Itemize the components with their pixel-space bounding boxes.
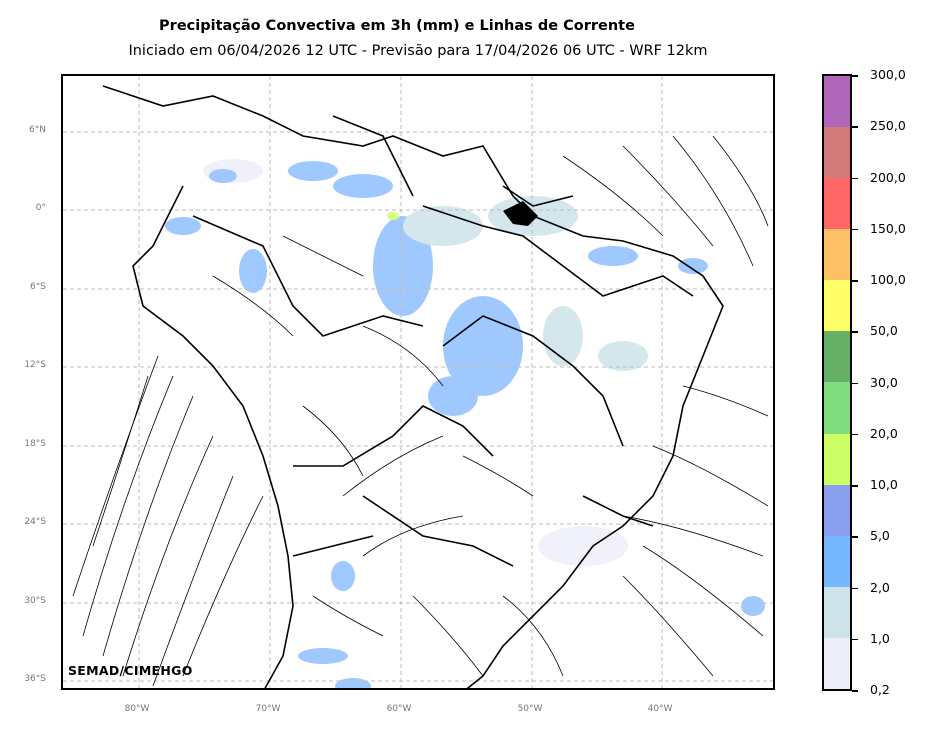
lat-label-36s: 36°S (24, 674, 46, 684)
colorbar-label: 30,0 (870, 374, 898, 390)
colorbar-segment (824, 382, 850, 434)
colorbar-tick (852, 690, 858, 692)
streamlines (72, 135, 769, 687)
colorbar-tick (852, 382, 858, 384)
lat-label-6n: 6°N (29, 125, 46, 135)
colorbar-segment (824, 586, 850, 638)
colorbar-label: 1,0 (870, 630, 890, 646)
colorbar-segment (824, 637, 850, 689)
colorbar-tick (852, 536, 858, 538)
colorbar-tick (852, 177, 858, 179)
lon-label-80w: 80°W (124, 704, 150, 714)
coastlines (102, 85, 724, 688)
lat-lon-grid (63, 76, 773, 688)
colorbar-tick (852, 485, 858, 487)
colorbar-tick (852, 587, 858, 589)
colorbar-segment (824, 433, 850, 485)
map-panel (61, 74, 775, 690)
colorbar-label: 10,0 (870, 477, 898, 492)
colorbar (822, 74, 852, 691)
colorbar-tick (852, 126, 858, 128)
colorbar-segment (824, 127, 850, 179)
credit-label: SEMAD/CIMEHGO (68, 663, 193, 678)
colorbar-segment (824, 484, 850, 536)
map-svg (63, 76, 773, 688)
colorbar-tick (852, 75, 858, 77)
colorbar-tick (852, 280, 858, 282)
lat-label-12s: 12°S (24, 360, 46, 370)
colorbar-label: 20,0 (870, 425, 898, 441)
lat-label-0: 0° (35, 203, 46, 213)
colorbar-label: 50,0 (870, 323, 898, 339)
colorbar-label: 300,0 (870, 67, 906, 82)
lat-label-18s: 18°S (24, 439, 46, 449)
map-title: Precipitação Convectiva em 3h (mm) e Lin… (159, 18, 635, 34)
colorbar-label: 250,0 (870, 118, 906, 134)
colorbar-tick (852, 433, 858, 436)
map-subtitle: Iniciado em 06/04/2026 12 UTC - Previsão… (128, 43, 708, 59)
colorbar-segment (824, 535, 850, 587)
colorbar-label: 150,0 (870, 220, 906, 236)
lon-label-40w: 40°W (647, 704, 673, 714)
lon-label-60w: 60°W (386, 704, 412, 714)
colorbar-tick (852, 228, 858, 231)
colorbar-segment (824, 280, 850, 332)
lat-label-6s: 6°S (30, 282, 46, 292)
colorbar-label: 2,0 (870, 579, 890, 595)
colorbar-segment (824, 331, 850, 383)
colorbar-tick (852, 331, 858, 333)
colorbar-label: 0,2 (870, 682, 890, 697)
colorbar-tick (852, 638, 858, 641)
colorbar-label: 5,0 (870, 528, 890, 544)
colorbar-label: 200,0 (870, 169, 906, 185)
colorbar-label: 100,0 (870, 272, 906, 287)
lon-label-50w: 50°W (517, 704, 543, 714)
amazon-delta (503, 201, 538, 226)
colorbar-segment (824, 229, 850, 281)
precipitation-field (165, 159, 765, 688)
colorbar-segment (824, 76, 850, 128)
lat-label-30s: 30°S (24, 596, 46, 606)
lat-label-24s: 24°S (24, 517, 46, 527)
lon-label-70w: 70°W (255, 704, 281, 714)
colorbar-segment (824, 178, 850, 230)
